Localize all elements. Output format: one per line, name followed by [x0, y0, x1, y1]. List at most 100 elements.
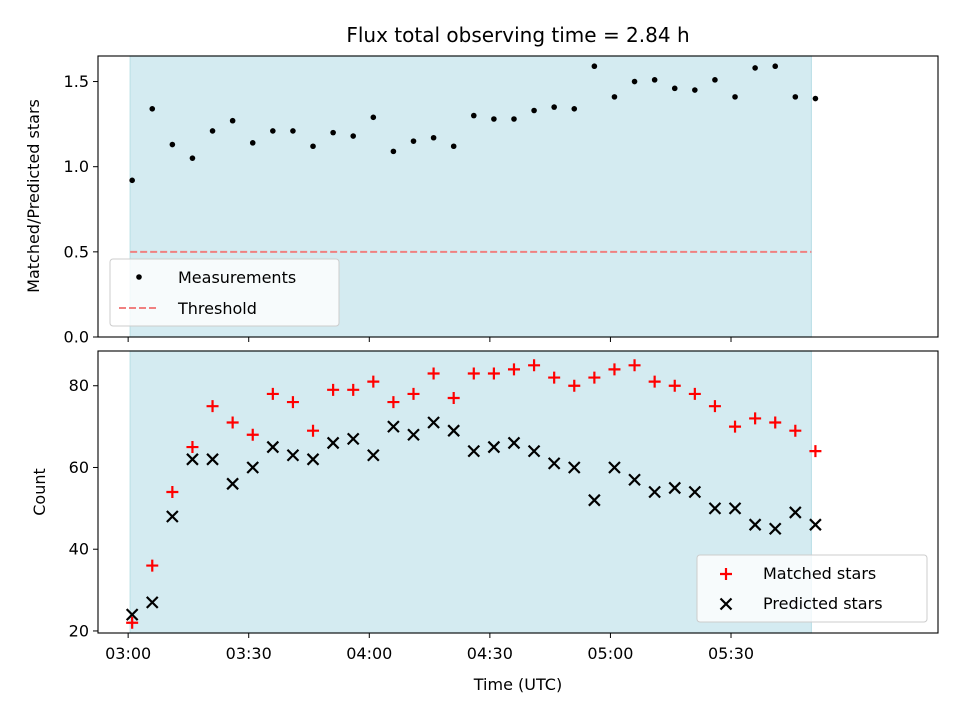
predicted-star-point	[166, 510, 179, 523]
measurement-point	[410, 138, 417, 144]
matched-star-point	[729, 420, 742, 433]
measurement-point	[370, 114, 377, 121]
predicted-star-point	[608, 461, 621, 474]
y-tick-label: 80	[69, 376, 89, 395]
matched-star-point	[206, 400, 219, 413]
matched-star-point	[327, 383, 340, 396]
matched-star-point	[226, 416, 239, 429]
measurement-point	[290, 128, 296, 134]
matched-star-point	[387, 396, 400, 409]
matched-star-point	[447, 392, 460, 404]
predicted-star-point	[748, 518, 762, 531]
matched-star-point	[166, 486, 179, 498]
predicted-star-point	[206, 453, 219, 466]
x-tick-label: 03:30	[226, 644, 272, 663]
predicted-star-point	[547, 457, 561, 470]
legend-matched-marker	[720, 568, 732, 580]
measurement-point	[551, 104, 557, 110]
measurement-point	[169, 141, 176, 148]
y-tick-label: 0.0	[64, 328, 89, 347]
y-tick-label: 40	[69, 540, 89, 559]
matched-star-point	[628, 359, 641, 372]
measurement-point	[209, 128, 216, 134]
predicted-star-point	[648, 485, 661, 499]
matched-star-point	[588, 371, 601, 384]
matched-star-point	[708, 400, 721, 413]
legend-predicted-marker	[719, 597, 733, 611]
measurement-point	[611, 94, 618, 100]
matched-star-point	[688, 387, 701, 400]
measurement-point	[752, 65, 758, 71]
predicted-star-point	[728, 502, 742, 515]
predicted-star-point	[367, 448, 380, 462]
measurement-point	[732, 94, 738, 100]
measurement-point	[149, 105, 156, 112]
predicted-star-point	[789, 506, 802, 519]
matched-star-point	[407, 387, 420, 400]
measurement-point	[430, 134, 437, 141]
matched-star-point	[668, 379, 681, 392]
measurement-point	[249, 140, 256, 146]
predicted-star-point	[266, 440, 280, 454]
measurement-point	[692, 87, 698, 93]
measurement-point	[812, 95, 819, 102]
predicted-star-point	[487, 440, 501, 454]
x-tick-label: 05:30	[708, 644, 754, 663]
axes-frame	[97, 350, 939, 634]
predicted-star-point	[527, 444, 541, 458]
predicted-star-point	[346, 432, 360, 446]
y-tick-label: 1.5	[64, 72, 89, 91]
matched-star-point	[568, 379, 581, 392]
measurement-point	[571, 105, 578, 112]
measurement-point	[129, 177, 135, 184]
predicted-star-point	[145, 596, 159, 609]
legend-matched-label: Matched stars	[763, 564, 876, 583]
matched-star-point	[769, 416, 782, 429]
predicted-star-point	[246, 461, 260, 474]
predicted-star-point	[226, 477, 239, 491]
measurement-point	[470, 112, 477, 119]
legend-predicted-label: Predicted stars	[763, 594, 883, 613]
chart-title: Flux total observing time = 2.84 h	[346, 23, 689, 47]
matched-star-point	[427, 367, 440, 380]
predicted-star-point	[467, 444, 481, 458]
measurement-point	[350, 133, 357, 139]
measurement-point	[671, 85, 678, 92]
legend-measurement-marker	[136, 274, 142, 280]
measurement-point	[511, 116, 517, 122]
predicted-star-point	[326, 436, 340, 450]
predicted-star-point	[407, 428, 420, 442]
matched-star-point	[548, 371, 561, 384]
y-tick-label: 0.5	[64, 242, 89, 261]
matched-star-point	[146, 559, 159, 572]
measurement-point	[792, 94, 799, 100]
x-tick-label: 03:00	[105, 644, 151, 663]
measurement-point	[631, 78, 638, 85]
predicted-star-point	[186, 453, 199, 466]
predicted-star-point	[286, 448, 300, 462]
measurement-point	[330, 129, 336, 136]
predicted-star-point	[306, 453, 320, 466]
matched-star-point	[266, 387, 279, 400]
matched-star-point	[749, 412, 762, 425]
predicted-star-point	[567, 461, 581, 474]
predicted-star-point	[387, 420, 400, 433]
predicted-star-point	[708, 502, 722, 515]
measurement-point	[310, 143, 316, 150]
predicted-star-point	[628, 473, 641, 487]
measurement-point	[712, 77, 718, 83]
matched-star-point	[286, 396, 299, 409]
measurement-point	[229, 117, 236, 124]
legend-box	[696, 554, 928, 623]
predicted-star-point	[809, 518, 822, 531]
predicted-star-point	[507, 436, 521, 450]
matched-star-point	[467, 367, 480, 380]
legend-measurements-label: Measurements	[178, 268, 296, 287]
measurement-point	[651, 77, 658, 83]
legend-threshold-label: Threshold	[177, 299, 257, 318]
measurement-point	[531, 107, 537, 114]
matched-star-point	[648, 375, 661, 388]
predicted-star-point	[427, 416, 440, 429]
measurement-point	[390, 148, 397, 155]
